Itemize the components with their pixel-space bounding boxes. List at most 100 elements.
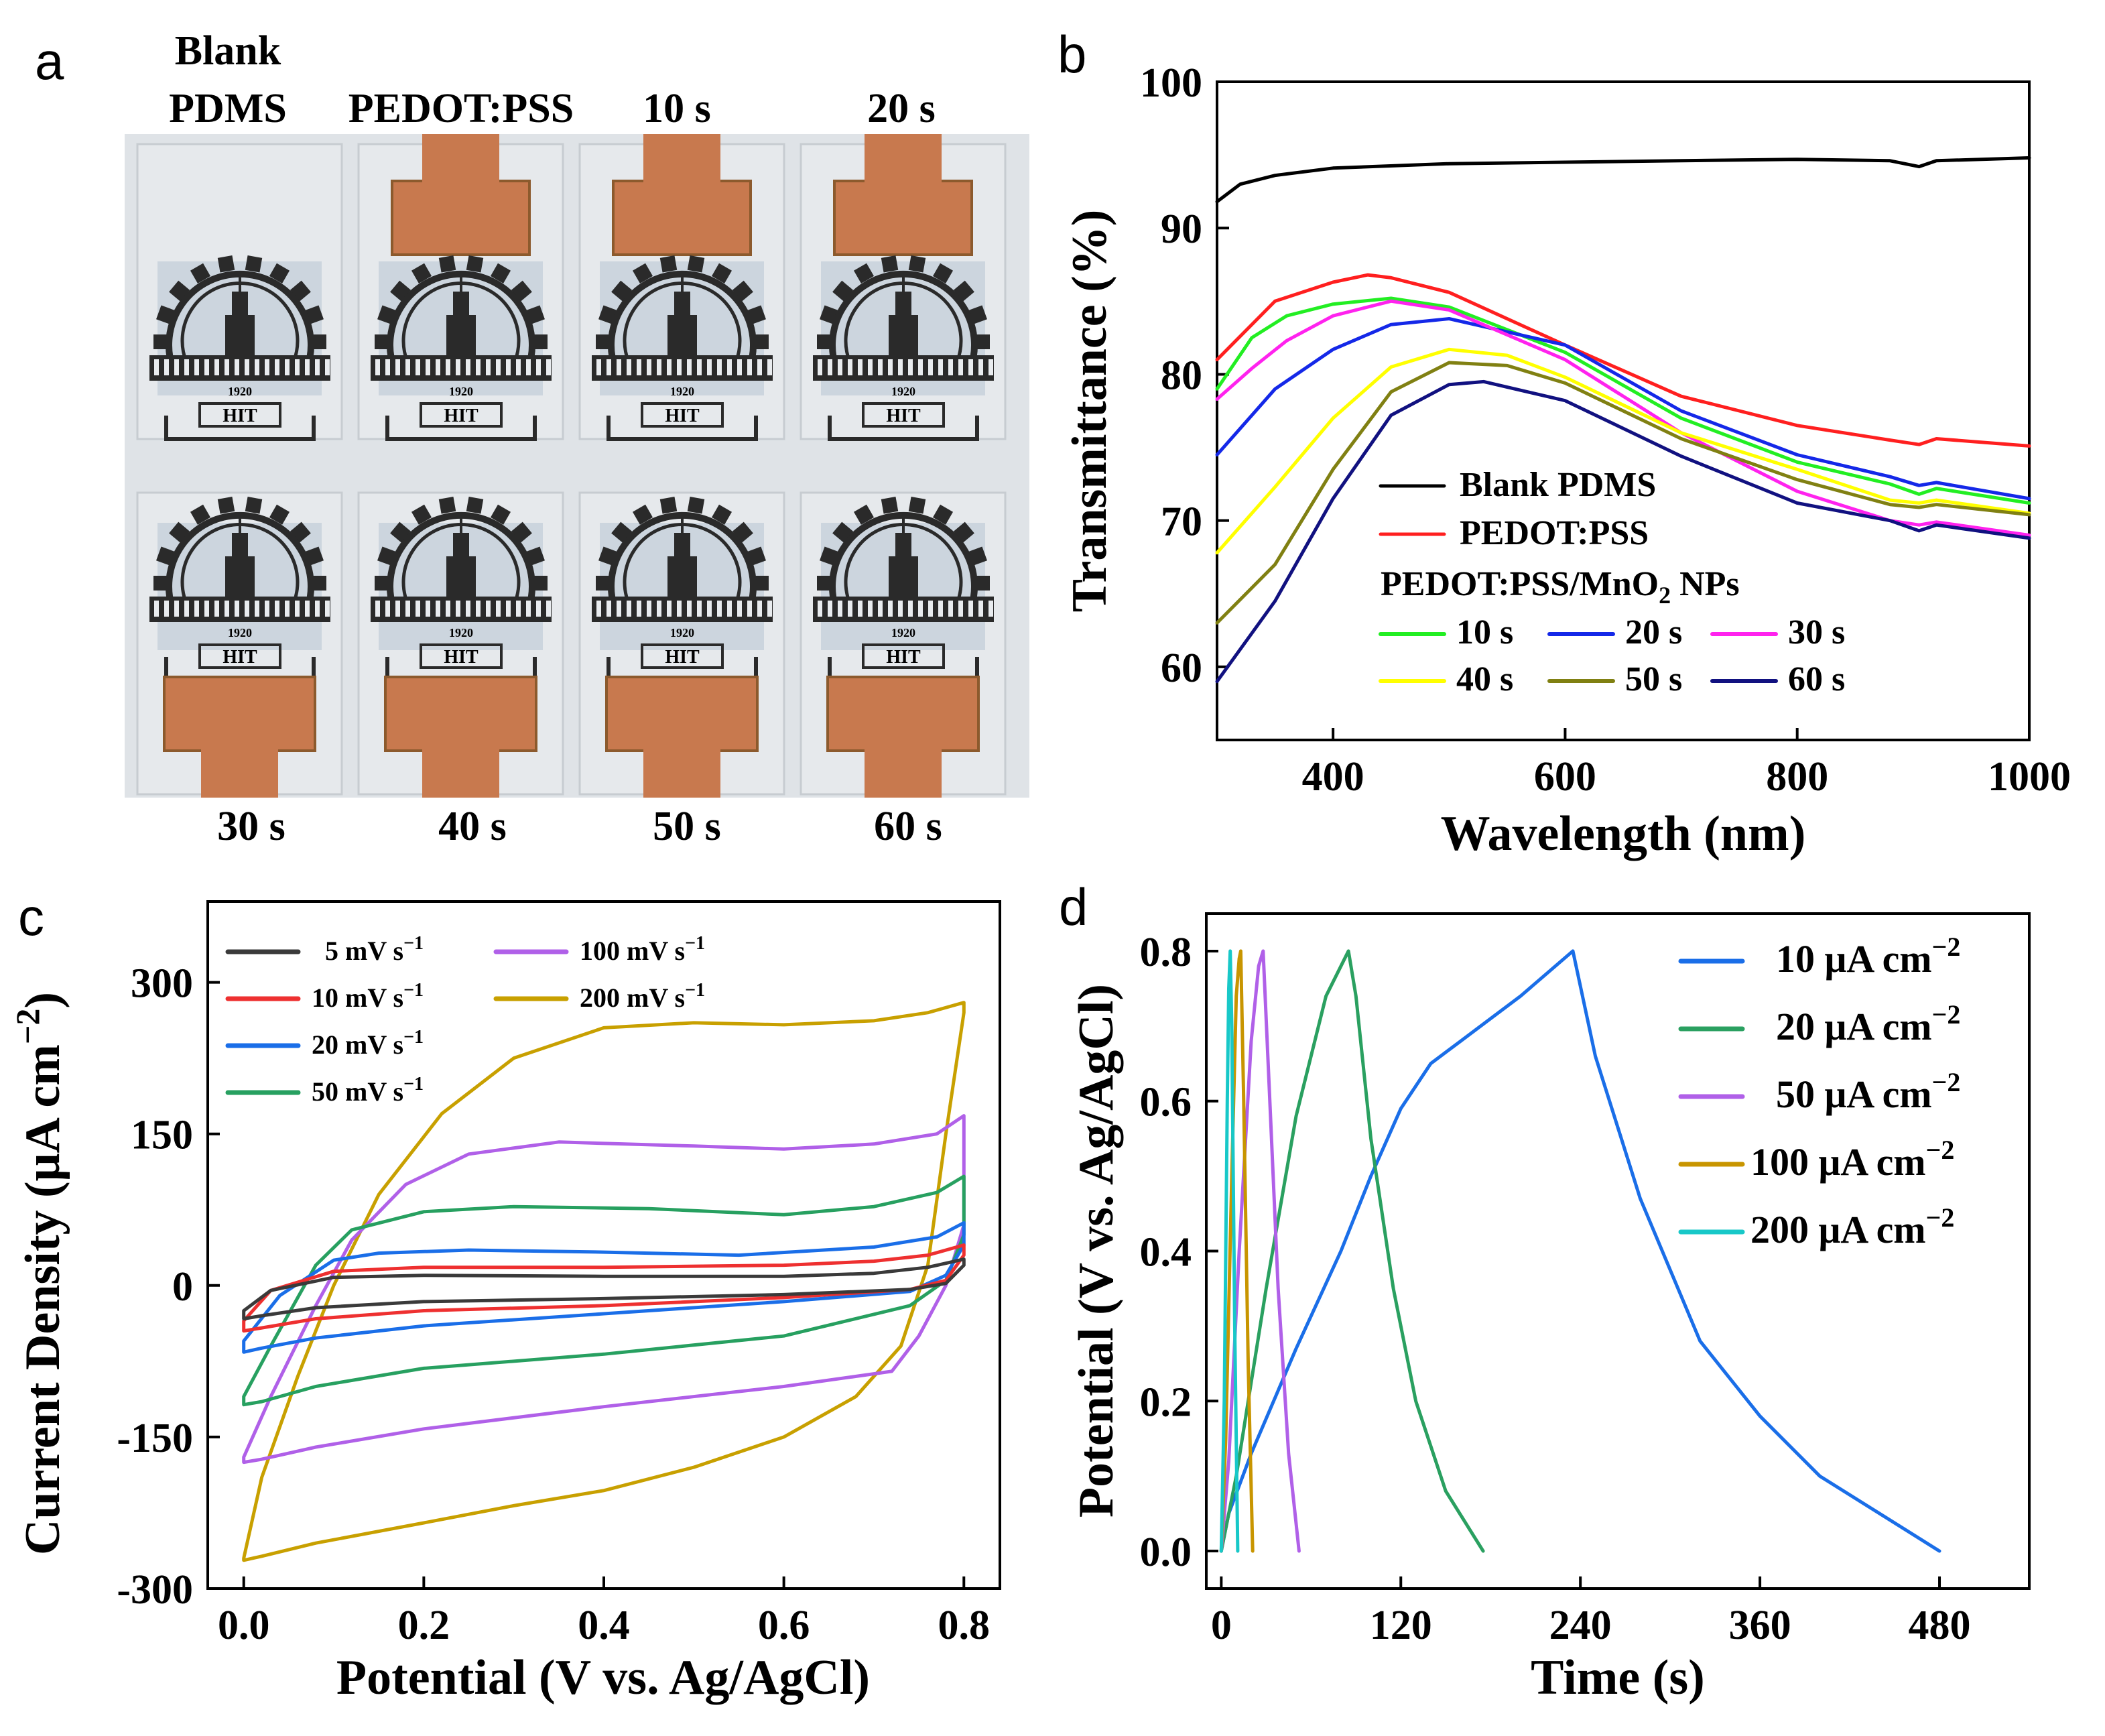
building-window	[727, 359, 732, 375]
building-spire	[674, 292, 690, 317]
university-logo: 1920 HIT	[813, 255, 994, 441]
gear-tooth	[153, 334, 168, 349]
building-base	[813, 355, 994, 381]
building-window	[878, 359, 883, 375]
legend-label-d-sup: −2	[1926, 1202, 1955, 1233]
series-group-d	[1219, 949, 1941, 1553]
gear-tooth	[411, 504, 432, 525]
y-tick-label-d: 0.6	[1140, 1080, 1192, 1125]
building-window	[928, 359, 933, 375]
building-spire	[232, 533, 248, 558]
building-base	[592, 355, 773, 381]
y-tick-label-d: 0.4	[1140, 1230, 1192, 1276]
building-tower	[889, 315, 918, 357]
series-line-10-s	[1215, 296, 2031, 505]
building-window	[888, 359, 893, 375]
logo-text: HIT	[222, 406, 257, 426]
building-window	[677, 359, 682, 375]
building-window	[697, 359, 702, 375]
gear-tooth	[269, 263, 290, 284]
x-axis-title-c: Potential (V vs. Ag/AgCl)	[336, 1650, 870, 1705]
x-axis-title-b: Wavelength (nm)	[1441, 806, 1806, 861]
y-tick-label-c: 150	[131, 1113, 193, 1158]
gear-tooth	[817, 334, 832, 349]
panel-b: b 400 600 800 1000 60 70 80 90 100 Wavelength (n…	[1058, 25, 2071, 861]
y-tick-label-d: 0.8	[1140, 930, 1192, 975]
university-logo: 1920 HIT	[371, 255, 552, 441]
building-window	[295, 359, 300, 375]
building-window	[818, 359, 822, 375]
gear-tooth	[245, 497, 263, 514]
logo-frame	[828, 416, 979, 441]
gear-tooth	[975, 334, 990, 349]
building-window	[476, 601, 481, 617]
building-window	[265, 359, 269, 375]
building-window	[918, 601, 923, 617]
legend-label-c: 100 mV s−1	[580, 933, 705, 966]
building-window	[546, 601, 551, 617]
gear-tooth	[596, 576, 611, 591]
cv-loop-50-mv-s	[242, 1174, 966, 1407]
panel-a-label: a	[35, 32, 64, 90]
building-window	[727, 601, 732, 617]
building-window	[757, 601, 762, 617]
gear-tooth	[687, 255, 705, 273]
building-window	[446, 601, 450, 617]
logo-banner	[641, 643, 724, 669]
university-logo: 1920 HIT	[149, 255, 330, 441]
legend-group-title-sub: 2	[1659, 582, 1671, 609]
legend-group-title-main: PEDOT:PSS/MnO	[1381, 565, 1659, 603]
building-window	[707, 601, 712, 617]
building-window	[305, 601, 310, 617]
logo-banner	[198, 643, 281, 669]
sample-label-bottom: 30 s	[217, 804, 285, 849]
y-tick-label-d: 0.2	[1140, 1379, 1192, 1425]
building-window	[687, 601, 692, 617]
logo-text: HIT	[665, 647, 700, 668]
x-tick-label-d: 240	[1549, 1603, 1612, 1648]
copper-lead	[865, 737, 942, 798]
gear-ring	[387, 511, 535, 611]
legend-label-d-main: 10 μA cm	[1776, 937, 1932, 981]
sample-label-top: 10 s	[643, 86, 711, 131]
legend-label-d: 20 μA cm−2	[1776, 999, 1960, 1048]
x-tick-label-d: 0	[1211, 1603, 1232, 1648]
building-window	[908, 359, 913, 375]
gear-tooth	[533, 576, 548, 591]
sample-label-top: Blank	[175, 28, 281, 74]
building-spire	[453, 533, 469, 558]
cv-loop-200-mv-s	[242, 1001, 966, 1562]
building-window	[767, 601, 772, 617]
building-window	[888, 601, 893, 617]
building-window	[506, 359, 511, 375]
gear-tooth	[711, 504, 732, 525]
building-window	[938, 359, 943, 375]
gear-tooth	[908, 497, 926, 514]
gear-tooth	[853, 263, 875, 284]
building-window	[978, 359, 983, 375]
cv-loop-100-mv-s	[242, 1114, 966, 1465]
building-base	[592, 597, 773, 622]
building-window	[516, 359, 521, 375]
y-tick-label-c: 0	[172, 1264, 193, 1310]
building-tower	[667, 556, 697, 598]
legend-label-b: 30 s	[1788, 613, 1845, 652]
building-window	[898, 601, 903, 617]
building-window	[767, 359, 772, 375]
building-window	[285, 601, 290, 617]
building-window	[245, 359, 249, 375]
legend-label-b: 40 s	[1456, 660, 1513, 698]
gear-tooth	[411, 263, 432, 284]
building-window	[194, 601, 199, 617]
building-window	[395, 601, 400, 617]
logo-year: 1920	[891, 385, 915, 398]
building-window	[546, 359, 551, 375]
building-window	[416, 359, 420, 375]
building-window	[466, 359, 470, 375]
series-group-b	[1215, 156, 2031, 684]
building-window	[717, 601, 722, 617]
gear-tooth	[375, 576, 389, 591]
series-line-40-s	[1215, 347, 2031, 555]
building-window	[526, 601, 531, 617]
building-window	[627, 359, 631, 375]
